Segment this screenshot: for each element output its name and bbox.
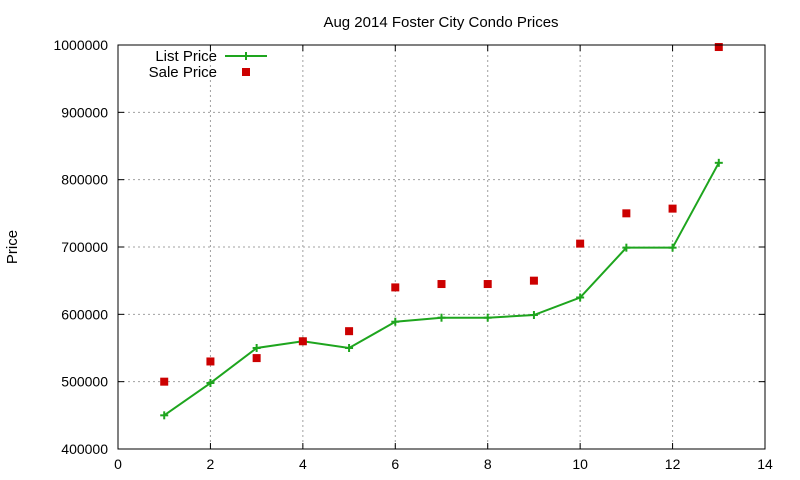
axis-ticks: 0 2 4 6 8 10 12 14 400000 500000 600000 700000 80000… xyxy=(53,37,773,472)
y-tick-label: 400000 xyxy=(61,441,108,457)
list-price-point xyxy=(160,411,169,420)
x-tick-label: 0 xyxy=(114,456,122,472)
x-tick-label: 14 xyxy=(757,456,773,472)
y-tick-label: 500000 xyxy=(61,374,108,390)
list-price-point xyxy=(437,313,446,322)
x-tick-label: 4 xyxy=(299,456,307,472)
list-price-point xyxy=(714,158,723,167)
y-axis-label: Price xyxy=(4,230,21,264)
sale-price-point xyxy=(437,280,446,289)
list-price-point xyxy=(252,344,261,352)
legend-marker xyxy=(242,68,250,76)
x-tick-label: 10 xyxy=(572,456,588,472)
sale-price-point xyxy=(668,204,677,213)
x-tick-label: 2 xyxy=(207,456,215,472)
list-price-point xyxy=(483,313,492,322)
y-tick-label: 800000 xyxy=(61,172,108,188)
list-price-point xyxy=(529,311,538,320)
sale-price-point xyxy=(160,377,169,386)
sale-price-point xyxy=(483,280,492,289)
plot-frame xyxy=(117,44,766,450)
list-price-point xyxy=(391,317,400,326)
legend-marker xyxy=(242,52,250,60)
x-tick-label: 8 xyxy=(484,456,492,472)
sale-price-point xyxy=(391,283,400,292)
y-tick-label: 700000 xyxy=(61,239,108,255)
sale-price-point xyxy=(252,354,261,363)
list-price-point xyxy=(345,344,354,352)
y-tick-label: 1000000 xyxy=(53,37,108,53)
list-price-point xyxy=(668,243,677,252)
sale-price-point xyxy=(576,239,585,248)
legend-label: Sale Price xyxy=(149,64,217,81)
sale-price-point xyxy=(298,337,307,346)
chart-title: Aug 2014 Foster City Condo Prices xyxy=(323,14,558,31)
x-tick-label: 6 xyxy=(391,456,399,472)
sale-price-point xyxy=(529,276,538,285)
y-tick-label: 600000 xyxy=(61,306,108,322)
series-marks xyxy=(160,43,723,420)
x-tick-label: 12 xyxy=(665,456,681,472)
sale-price-point xyxy=(714,43,723,52)
y-tick-label: 900000 xyxy=(61,104,108,120)
sale-price-point xyxy=(622,209,631,218)
list-price-point xyxy=(206,379,215,388)
list-price-point xyxy=(622,243,631,252)
sale-price-point xyxy=(345,327,354,336)
list-price-line xyxy=(163,162,720,417)
sale-price-point xyxy=(206,357,215,366)
list-price-point xyxy=(576,293,585,302)
legend-label: List Price xyxy=(155,48,217,65)
